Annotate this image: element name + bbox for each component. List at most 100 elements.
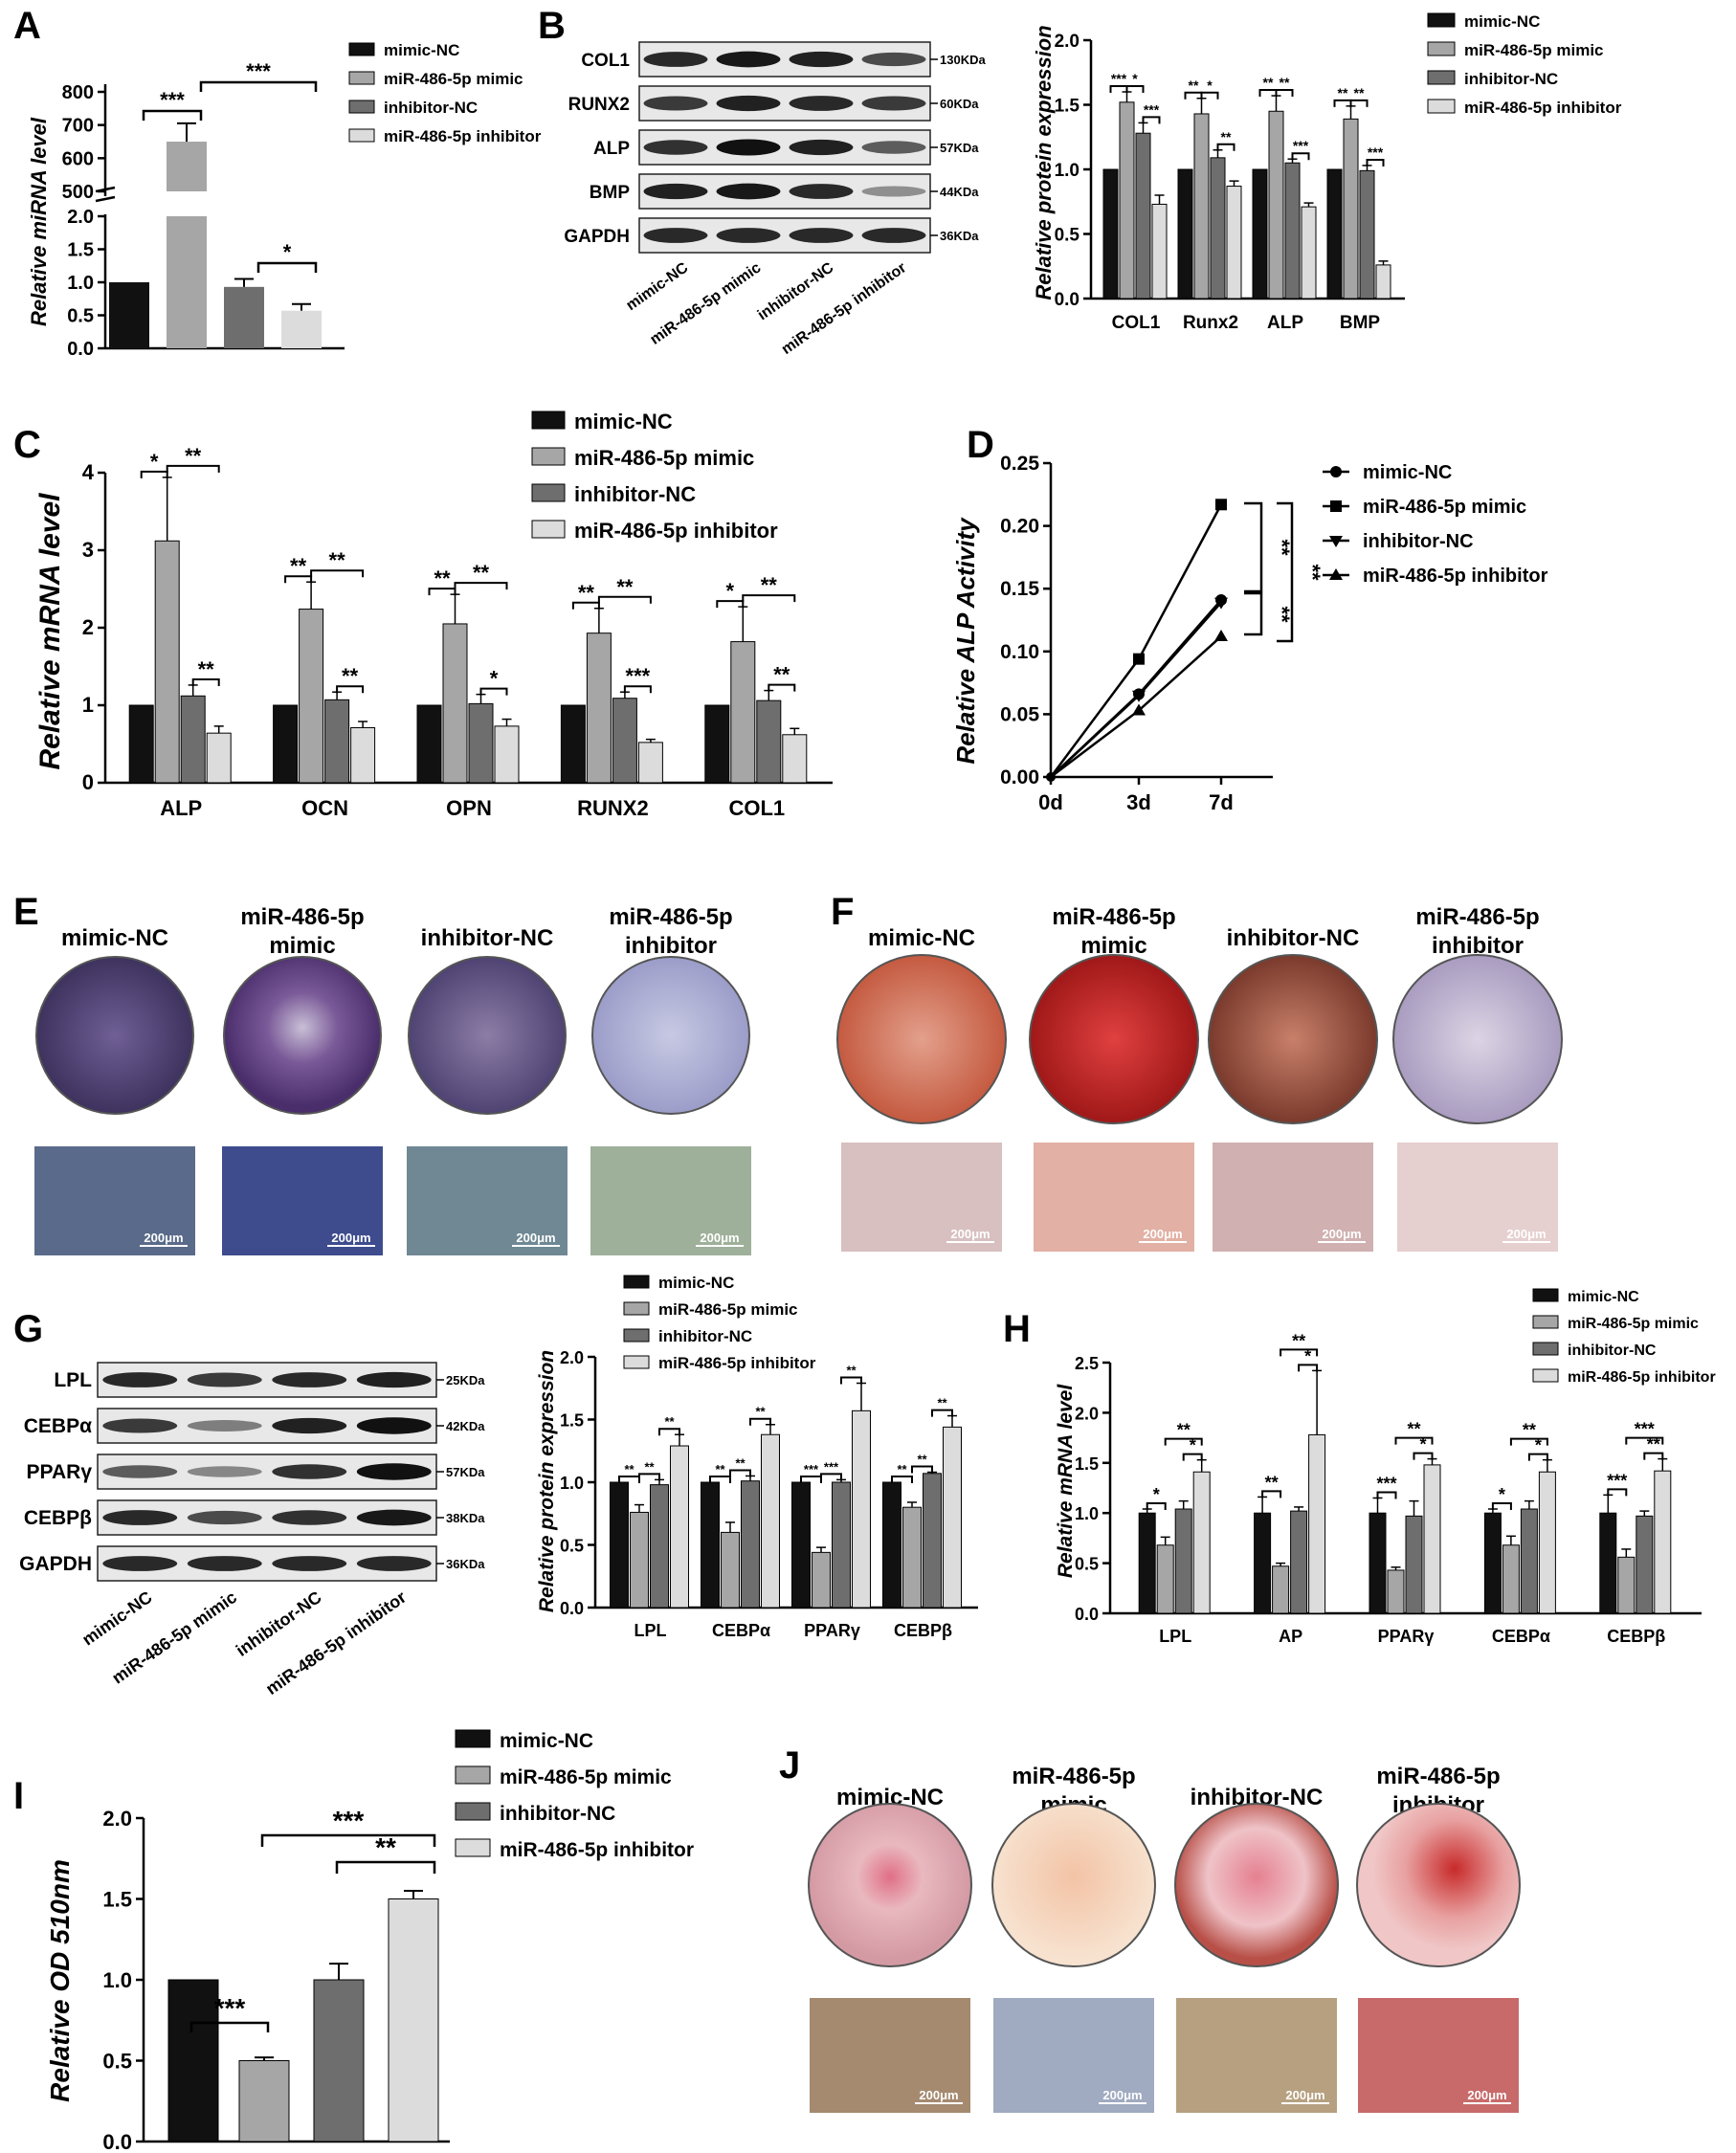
legend-swatch [455,1729,491,1748]
x-tick-label: CEBPβ [894,1621,952,1640]
well-image [1392,954,1563,1124]
blot-band [102,1556,178,1571]
legend-entry: inhibitor-NC [658,1327,752,1345]
data-point [1329,536,1343,547]
bar [1617,1556,1636,1614]
legend-entry: miR-486-5p inhibitor [500,1839,694,1861]
sig-marker: *** [824,1459,839,1474]
blot-band [102,1465,178,1478]
sig-marker: * [1153,1485,1160,1504]
bar [943,1426,962,1609]
legend-entry: miR-486-5p mimic [574,446,754,470]
x-tick-label: 3d [1126,790,1151,814]
bar [650,1484,669,1609]
bar [1226,186,1242,300]
bar [109,282,149,348]
scale-bar-label: 200μm [1467,2088,1506,2102]
y-tick-label: 1.0 [1075,1504,1099,1523]
panel-g-western-blot: LPL 25KDa CEBPα 42KDa PPARγ 57KDa CEBPβ 38KDa GA… [19,1362,485,1698]
bar [902,1506,922,1609]
legend-swatch [531,447,566,466]
blot-band [102,1372,178,1387]
panel-h-legend: mimic-NC miR-486-5p mimic inhibitor-NC miR-… [1532,1288,1716,1386]
bar [167,216,207,348]
legend-entry: inhibitor-NC [574,482,696,506]
sig-marker: ** [329,548,346,572]
y-tick-label: 1.0 [102,1968,132,1992]
legend-swatch [348,128,375,143]
sig-marker: ** [342,664,359,688]
sig-marker: *** [160,88,185,112]
legend-entry: miR-486-5p mimic [1363,497,1526,518]
bar [1326,168,1343,300]
panel-g-ylabel: Relative protein expression [536,1350,558,1612]
legend-entry: mimic-NC [658,1274,734,1292]
legend-entry: mimic-NC [1464,12,1540,31]
sig-marker: ** [735,1455,746,1470]
bar [167,1979,219,2142]
legend-swatch [623,1301,650,1316]
blot-kda-label: 130KDa [940,53,986,67]
bar [630,1511,649,1609]
well-image [223,956,382,1115]
panel-d-legend: mimic-NC miR-486-5p mimic inhibitor-NC miR-… [1323,462,1548,587]
blot-band [356,1463,432,1480]
blot-band [789,228,854,243]
sig-marker: ** [1265,1473,1279,1492]
blot-row-label: COL1 [581,51,630,71]
panel-g-legend: mimic-NC miR-486-5p mimic inhibitor-NC miR-… [623,1274,816,1372]
y-tick-label: 0.05 [1000,703,1039,725]
bar [670,1445,689,1609]
sig-marker: ** [1647,1435,1660,1454]
sig-marker: * [150,450,159,474]
well-image [591,956,750,1115]
legend-entry: mimic-NC [1568,1289,1639,1305]
bar [1119,101,1135,300]
condition-label: miR-486-5p [609,904,732,930]
data-point [1046,772,1056,782]
y-tick-label: 800 [62,82,94,103]
bar [350,726,376,784]
sig-marker: *** [333,1806,365,1835]
y-tick-label: 700 [62,116,94,137]
well-image [408,956,567,1115]
scale-bar-label: 200μm [1143,1227,1182,1241]
legend-swatch [531,520,566,539]
legend-swatch [531,411,566,430]
blot-kda-label: 42KDa [446,1419,485,1433]
well-image [1174,1803,1339,1967]
blot-band [789,139,854,156]
bar [281,310,322,348]
panel-label-e: E [13,891,39,933]
blot-row-label: CEBPα [24,1415,92,1437]
legend-entry: miR-486-5p inhibitor [574,519,778,543]
sig-marker: ** [846,1364,857,1378]
bar [1102,168,1119,300]
bar [761,1433,780,1609]
scale-bar-label: 200μm [1285,2088,1324,2102]
y-tick-label: 4 [82,460,95,484]
blot-band [716,139,781,156]
bar [882,1481,901,1609]
blot-kda-label: 44KDa [940,185,979,199]
y-tick-label: 1.0 [560,1474,584,1493]
blot-band [272,1417,347,1434]
bar [812,1551,831,1609]
legend-entry: miR-486-5p mimic [384,70,523,88]
blot-band [187,1556,262,1571]
bar [756,699,782,784]
bar [1252,168,1268,300]
panel-a-significance: *** *** * [142,59,318,273]
bar [1483,1512,1502,1614]
bar [1375,264,1391,300]
blot-band [356,1371,432,1388]
sig-marker: *** [1144,101,1160,117]
sig-marker: * [1190,1436,1196,1455]
panel-b-ylabel: Relative protein expression [1032,25,1056,300]
bar [1520,1508,1538,1614]
scale-bar-label: 200μm [1322,1227,1361,1241]
x-tick-label: BMP [1340,313,1381,333]
legend-swatch [348,42,375,56]
panel-label-f: F [831,891,854,933]
legend-swatch [455,1765,491,1785]
